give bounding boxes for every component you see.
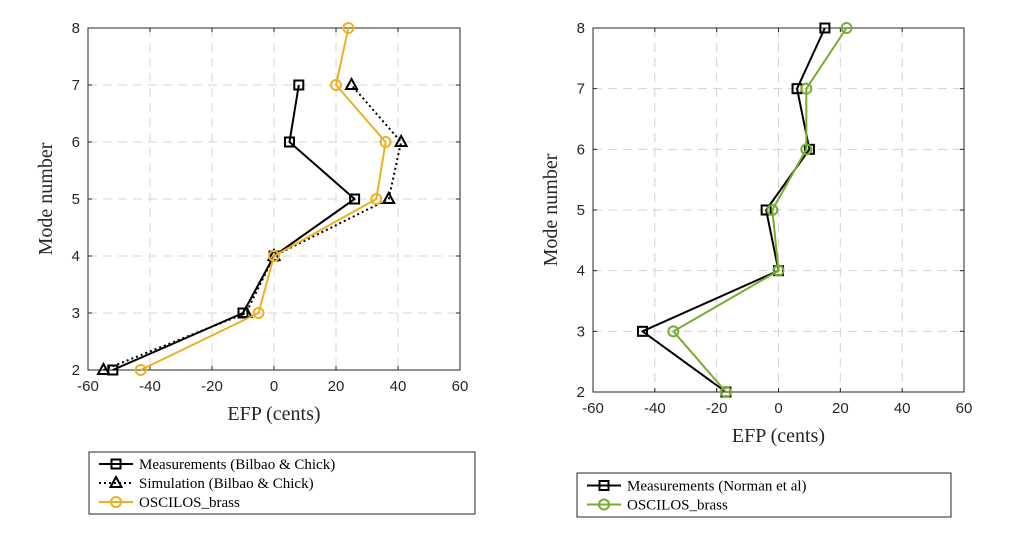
y-tick-label: 7 bbox=[72, 77, 80, 94]
legend-label: Simulation (Bilbao & Chick) bbox=[139, 476, 314, 492]
x-axis-label: EFP (cents) bbox=[227, 403, 320, 425]
grid bbox=[87, 27, 461, 371]
x-tick-label: 40 bbox=[390, 378, 407, 395]
data-point bbox=[268, 250, 280, 262]
data-point bbox=[636, 325, 648, 337]
y-tick-label: 2 bbox=[72, 362, 80, 379]
chart-left: -60 -40 -20 0 20 40 60 2 3 4 5 6 7 8 EFP (cents) Mode n… bbox=[35, 20, 468, 425]
y-tick-label: 5 bbox=[577, 202, 585, 219]
x-tick-label: -40 bbox=[644, 400, 666, 417]
legend-label: Measurements (Bilbao & Chick) bbox=[139, 457, 335, 473]
data-point bbox=[667, 325, 680, 338]
y-tick-label: 2 bbox=[577, 384, 585, 401]
data-point bbox=[252, 307, 265, 319]
data-point bbox=[96, 361, 111, 375]
chart-right: -60 -40 -20 0 20 40 60 2 3 4 5 6 7 8 EFP (cents) Mode n… bbox=[540, 20, 972, 447]
series-simulation-bilbao-chick bbox=[96, 76, 409, 375]
data-point bbox=[342, 22, 355, 34]
legend-marker bbox=[110, 458, 122, 470]
x-tick-label: 20 bbox=[832, 400, 849, 417]
series-line bbox=[103, 84, 403, 371]
x-axis-label: EFP (cents) bbox=[732, 425, 825, 447]
x-tick-label: 0 bbox=[270, 378, 278, 395]
data-point bbox=[293, 79, 305, 91]
x-tick-label: -20 bbox=[706, 400, 728, 417]
data-point bbox=[379, 136, 392, 148]
data-point bbox=[370, 193, 383, 205]
series-oscilos-brass bbox=[667, 22, 853, 398]
x-tick-label: -20 bbox=[201, 378, 223, 395]
y-tick-label: 6 bbox=[577, 141, 585, 158]
legend-right: Measurements (Norman et al) OSCILOS_brass bbox=[576, 472, 952, 518]
legend-box bbox=[576, 472, 952, 518]
x-tick-label: 60 bbox=[956, 400, 973, 417]
legend-label: OSCILOS_brass bbox=[139, 495, 240, 511]
data-point bbox=[393, 133, 409, 147]
y-tick-label: 3 bbox=[72, 305, 80, 322]
legend-item: Simulation (Bilbao & Chick) bbox=[99, 474, 314, 492]
data-point bbox=[344, 76, 359, 90]
y-axis-label: Mode number bbox=[35, 142, 57, 255]
data-point bbox=[760, 204, 772, 216]
grid bbox=[592, 27, 965, 393]
data-point bbox=[819, 22, 831, 34]
series-line bbox=[641, 27, 826, 393]
data-point bbox=[349, 193, 361, 205]
legend-marker bbox=[110, 496, 122, 508]
legend-item: Measurements (Norman et al) bbox=[587, 479, 807, 495]
data-point bbox=[719, 386, 732, 398]
legend-item: OSCILOS_brass bbox=[99, 495, 240, 511]
legend-item: OSCILOS_brass bbox=[587, 498, 728, 514]
x-tick-label: -40 bbox=[139, 378, 161, 395]
series-oscilos-brass bbox=[134, 22, 392, 376]
x-tick-label: -60 bbox=[77, 378, 99, 395]
data-point bbox=[840, 22, 853, 34]
y-tick-label: 8 bbox=[72, 20, 80, 37]
y-tick-label: 5 bbox=[72, 191, 80, 208]
series-line bbox=[140, 27, 387, 371]
data-point bbox=[772, 264, 785, 277]
data-point bbox=[800, 82, 813, 95]
y-tick-label: 4 bbox=[72, 248, 80, 265]
data-point bbox=[330, 79, 342, 91]
y-tick-label: 4 bbox=[577, 263, 585, 280]
legend-left: Measurements (Bilbao & Chick) Simulation … bbox=[88, 451, 476, 515]
legend-box bbox=[88, 451, 476, 515]
y-tick-label: 6 bbox=[72, 134, 80, 151]
y-tick-label: 3 bbox=[577, 323, 585, 340]
x-tick-label: 20 bbox=[328, 378, 345, 395]
series-measurements-bilbao-chick bbox=[107, 79, 361, 376]
data-point bbox=[238, 304, 254, 318]
legend-marker bbox=[598, 498, 610, 511]
legend-label: Measurements (Norman et al) bbox=[627, 479, 807, 495]
y-tick-label: 8 bbox=[577, 20, 585, 37]
x-tick-label: 40 bbox=[894, 400, 911, 417]
data-point bbox=[766, 204, 779, 216]
x-tick-label: -60 bbox=[582, 400, 604, 417]
x-tick-label: 0 bbox=[774, 400, 782, 417]
y-tick-label: 7 bbox=[577, 81, 585, 98]
series-line bbox=[112, 84, 356, 371]
data-point bbox=[284, 136, 295, 148]
legend-item: Measurements (Bilbao & Chick) bbox=[99, 457, 335, 473]
series-line bbox=[672, 27, 848, 393]
data-point bbox=[134, 364, 147, 376]
legend-marker bbox=[108, 474, 124, 488]
x-tick-label: 60 bbox=[452, 378, 469, 395]
legend-marker bbox=[598, 480, 610, 491]
y-axis-label: Mode number bbox=[540, 153, 562, 266]
data-point bbox=[800, 143, 813, 156]
legend-label: OSCILOS_brass bbox=[627, 498, 728, 514]
data-point bbox=[381, 190, 396, 204]
